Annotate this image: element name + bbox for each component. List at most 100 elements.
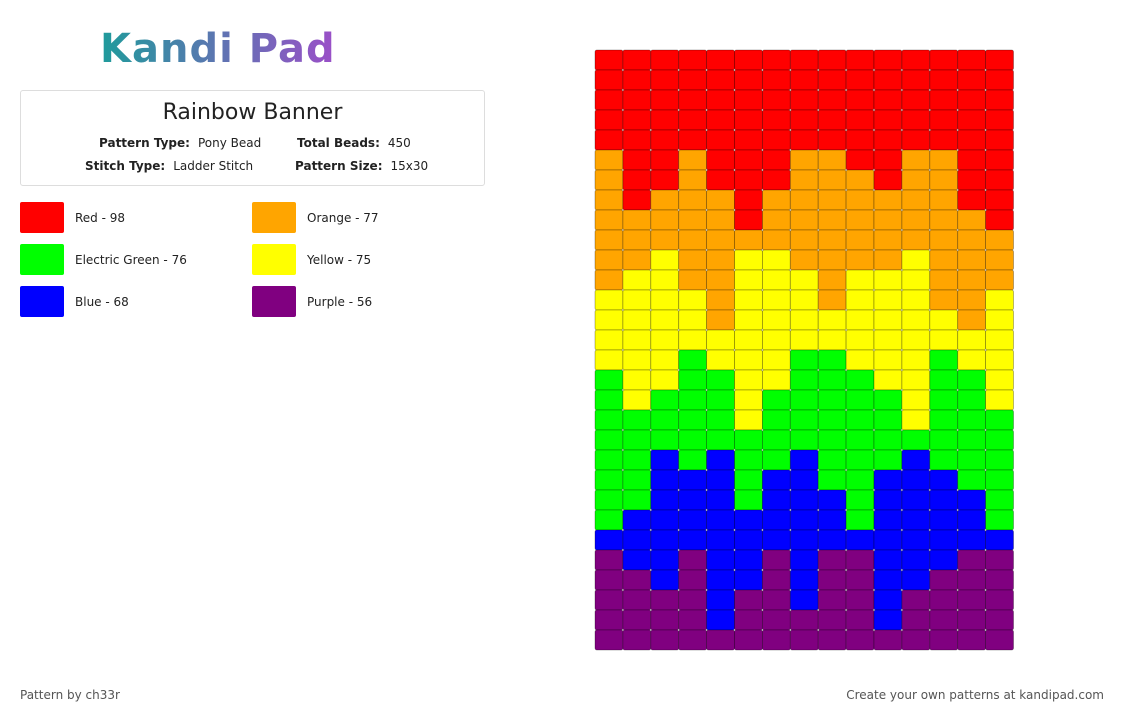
color-swatch xyxy=(252,244,296,275)
bead xyxy=(957,609,987,631)
bead xyxy=(817,229,847,251)
bead xyxy=(789,589,819,611)
bead xyxy=(622,349,652,371)
field-value: Pony Bead xyxy=(197,136,262,150)
bead xyxy=(845,169,875,191)
bead xyxy=(985,189,1014,211)
bead xyxy=(650,469,680,491)
bead xyxy=(985,429,1014,451)
bead xyxy=(650,49,680,71)
bead xyxy=(873,129,903,151)
bead xyxy=(985,449,1014,471)
logo[interactable]: Kandi Pad xyxy=(100,26,336,72)
bead xyxy=(594,509,624,531)
bead xyxy=(845,329,875,351)
bead xyxy=(929,189,959,211)
bead xyxy=(734,449,763,471)
bead xyxy=(789,209,819,231)
color-swatch xyxy=(20,202,64,233)
bead xyxy=(761,509,791,531)
bead xyxy=(789,89,819,111)
bead xyxy=(650,169,680,191)
bead xyxy=(845,249,875,271)
bead xyxy=(678,509,707,531)
bead xyxy=(594,229,624,251)
bead xyxy=(650,269,680,291)
bead xyxy=(985,469,1014,491)
bead xyxy=(957,589,987,611)
bead xyxy=(622,529,652,551)
bead xyxy=(706,209,735,231)
bead xyxy=(985,249,1014,271)
field-label: Pattern Type: xyxy=(99,136,190,150)
bead xyxy=(789,109,819,131)
bead xyxy=(957,49,987,71)
bead xyxy=(734,349,763,371)
bead xyxy=(734,409,763,431)
bead xyxy=(650,229,680,251)
bead xyxy=(957,209,987,231)
bead xyxy=(761,309,791,331)
bead xyxy=(734,129,763,151)
bead xyxy=(845,409,875,431)
bead xyxy=(929,569,959,591)
bead xyxy=(873,269,903,291)
bead xyxy=(678,529,707,551)
bead xyxy=(845,389,875,411)
bead xyxy=(594,109,624,131)
bead xyxy=(622,269,652,291)
field-value: Ladder Stitch xyxy=(173,159,254,173)
field-label: Pattern Size: xyxy=(295,159,383,173)
bead xyxy=(817,629,847,651)
bead xyxy=(985,49,1014,71)
bead xyxy=(817,69,847,91)
bead xyxy=(789,389,819,411)
legend-item: Electric Green - 76 xyxy=(20,244,187,275)
bead xyxy=(873,109,903,131)
bead xyxy=(817,129,847,151)
bead xyxy=(706,229,735,251)
bead xyxy=(985,329,1014,351)
bead xyxy=(789,609,819,631)
bead xyxy=(901,149,931,171)
bead xyxy=(957,349,987,371)
bead xyxy=(622,429,652,451)
bead xyxy=(761,129,791,151)
bead xyxy=(706,529,735,551)
bead xyxy=(817,569,847,591)
bead xyxy=(706,369,735,391)
bead xyxy=(929,309,959,331)
bead xyxy=(622,469,652,491)
bead xyxy=(845,609,875,631)
bead xyxy=(678,189,707,211)
bead xyxy=(678,169,707,191)
bead xyxy=(594,189,624,211)
bead xyxy=(789,349,819,371)
bead xyxy=(901,49,931,71)
bead xyxy=(789,149,819,171)
bead xyxy=(985,369,1014,391)
bead xyxy=(650,369,680,391)
bead xyxy=(734,369,763,391)
site-link[interactable]: Create your own patterns at kandipad.com xyxy=(846,688,1104,702)
bead xyxy=(622,289,652,311)
bead xyxy=(734,329,763,351)
bead xyxy=(678,569,707,591)
bead xyxy=(873,569,903,591)
bead xyxy=(817,369,847,391)
bead xyxy=(678,489,707,511)
bead xyxy=(985,589,1014,611)
color-swatch xyxy=(20,244,64,275)
bead xyxy=(761,369,791,391)
bead xyxy=(622,69,652,91)
bead xyxy=(901,89,931,111)
bead xyxy=(817,189,847,211)
bead xyxy=(957,129,987,151)
bead xyxy=(706,349,735,371)
bead xyxy=(789,49,819,71)
bead xyxy=(901,629,931,651)
bead xyxy=(789,189,819,211)
bead xyxy=(873,629,903,651)
field-value: 450 xyxy=(387,136,411,150)
bead xyxy=(985,629,1014,651)
